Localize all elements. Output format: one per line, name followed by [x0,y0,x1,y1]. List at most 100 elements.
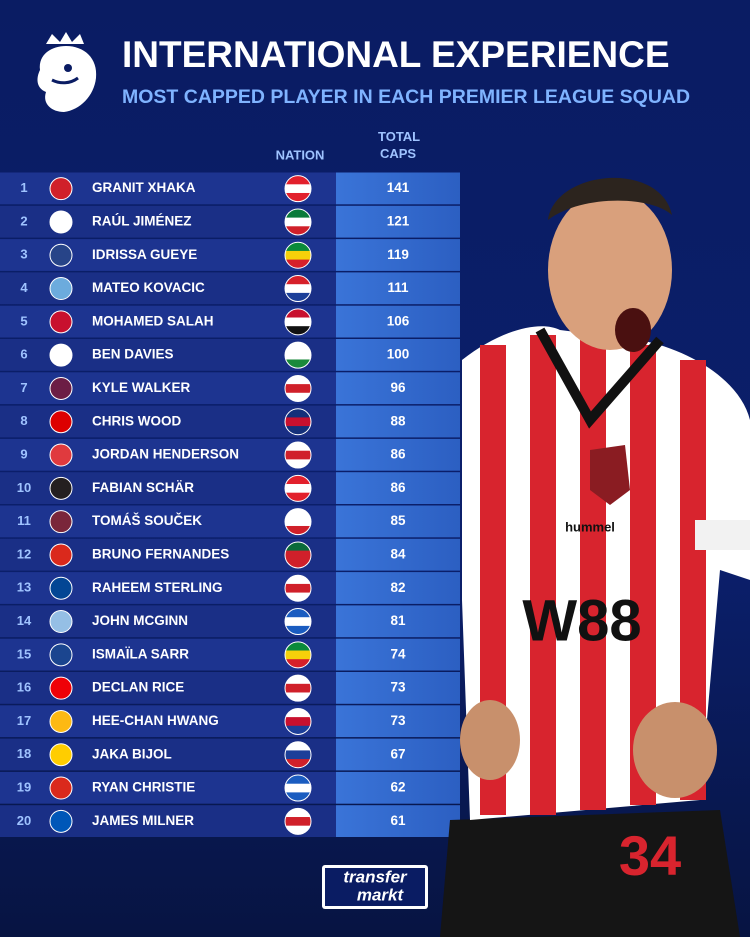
flag-stripe [285,459,311,469]
nation-flag [284,208,312,236]
nation-header: NATION [276,147,325,162]
club-badge [49,576,73,600]
total-caps: 86 [390,447,406,462]
flag-stripe [285,608,311,618]
rank: 13 [17,580,31,595]
club-badge [49,210,73,234]
title: INTERNATIONAL EXPERIENCE [122,34,670,75]
flag-rim [284,641,312,669]
flag-rim [284,574,312,602]
total-caps: 121 [387,214,410,229]
total-caps: 88 [390,413,406,428]
rank: 17 [17,713,31,728]
rank: 3 [20,247,27,262]
caps-cell [336,438,460,471]
flag-stripe [285,384,311,394]
flag-stripe [285,683,311,693]
club-badge [49,410,73,434]
footer-logo: transfer markt [322,865,428,909]
club-badge [49,243,73,267]
player-name: JAKA BIJOL [92,746,172,761]
rank: 7 [20,380,27,395]
total-caps: 86 [390,480,406,495]
flag-stripe [285,692,311,702]
flag-stripe [285,725,311,735]
player-name: KYLE WALKER [92,380,191,395]
caps-cell [336,372,460,405]
flag-stripe [285,326,311,335]
caps-cell [336,205,460,238]
flag-stripe [285,417,311,427]
flag-stripe [285,484,311,494]
rank: 9 [20,446,27,461]
total-caps: 141 [387,180,410,195]
nation-flag [284,608,312,636]
flag-rim [284,508,312,536]
caps-header-box: TOTAL CAPS [378,129,420,161]
logo-top: transfer [343,867,408,886]
club-badge [49,376,73,400]
flag-stripe [285,708,311,718]
nation-flag [284,807,312,835]
caps-cell [336,472,460,504]
rank: 6 [20,347,27,362]
flag-rim [284,707,312,735]
flag-stripe [285,250,311,261]
total-caps: 96 [390,380,406,395]
player-name: MATEO KOVACIC [92,280,205,295]
nation-flag [284,641,312,669]
player-photo: hummel W88 34 [440,177,750,937]
flag-stripe [285,817,311,827]
player-name: HEE-CHAN HWANG [92,713,219,728]
rank: 20 [17,813,31,828]
flag-rim [284,341,312,369]
flag-stripe [285,517,311,527]
nation-flag [284,408,312,436]
caps-cell [336,672,460,704]
flag-rim [284,208,312,236]
flag-rim [284,608,312,636]
flag-stripe [285,675,311,685]
rank: 15 [17,646,31,661]
flag-stripe [285,641,311,652]
club-badge [49,476,73,500]
flag-stripe [285,259,311,269]
flag-stripe [285,475,311,485]
club-badge [49,310,73,334]
rank: 12 [17,546,31,561]
caps-cell [336,239,460,271]
player-name: GRANIT XHAKA [92,180,196,195]
flag-stripe [285,442,311,452]
flag-stripe [285,825,311,835]
nation-flag [284,674,312,702]
player-name: ISMAÏLA SARR [92,646,189,661]
flag-stripe [285,275,311,285]
flag-rim [284,241,312,269]
logo-bottom: markt [357,885,405,904]
rank: 8 [20,413,27,428]
caps-cell [336,505,460,538]
flag-stripe [285,659,311,668]
rank: 1 [20,180,27,195]
flag-stripe [285,583,311,594]
nation-flag [284,241,312,269]
flag-stripe [285,292,311,302]
caps-cell [336,638,460,671]
flag-stripe [285,450,311,460]
club-badge [49,343,73,367]
flag-stripe [285,625,311,635]
nation-flag [284,774,312,802]
total-caps: 67 [390,746,405,761]
total-caps: 82 [390,580,405,595]
caps-cell [336,272,460,305]
rank: 18 [17,746,31,761]
nation-flag [284,175,312,203]
flag-stripe [285,375,311,385]
total-caps: 73 [390,713,406,728]
caps-cell [336,305,460,338]
flag-stripe [285,775,311,785]
rank: 11 [17,513,31,528]
league-logo [37,32,97,112]
